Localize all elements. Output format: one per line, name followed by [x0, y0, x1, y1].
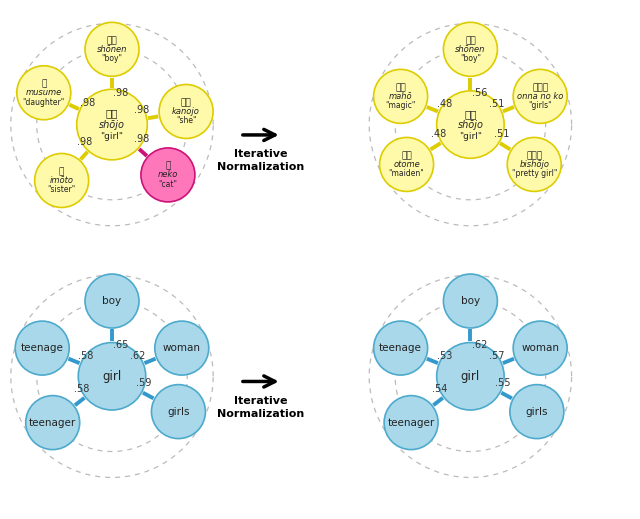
Text: woman: woman [521, 343, 559, 353]
Circle shape [436, 343, 504, 410]
Text: shōnen: shōnen [455, 45, 486, 54]
Text: Iterative
Normalization: Iterative Normalization [218, 395, 305, 419]
Circle shape [444, 274, 497, 328]
Circle shape [444, 22, 497, 76]
Circle shape [15, 321, 69, 375]
Text: .56: .56 [472, 88, 487, 98]
Text: mahō: mahō [389, 92, 412, 101]
Text: "pretty girl": "pretty girl" [511, 169, 557, 179]
Text: "daughter": "daughter" [22, 98, 65, 107]
Text: teenage: teenage [20, 343, 63, 353]
Circle shape [374, 321, 428, 375]
Circle shape [380, 138, 433, 192]
Text: .54: .54 [432, 384, 447, 394]
Text: boy: boy [102, 296, 122, 306]
Text: girls: girls [525, 406, 548, 417]
Circle shape [85, 22, 139, 76]
Text: 少女: 少女 [464, 109, 477, 119]
Text: .55: .55 [495, 378, 510, 388]
Circle shape [513, 321, 567, 375]
Text: girls: girls [167, 406, 189, 417]
Text: shōnen: shōnen [97, 45, 127, 54]
Text: Iterative
Normalization: Iterative Normalization [218, 149, 305, 172]
Text: .59: .59 [136, 378, 152, 388]
Text: otome: otome [393, 160, 420, 169]
Circle shape [513, 70, 567, 124]
Text: woman: woman [163, 343, 201, 353]
Text: "maiden": "maiden" [388, 169, 424, 179]
Text: "magic": "magic" [385, 101, 416, 111]
Text: 魔法: 魔法 [396, 83, 406, 92]
Text: .48: .48 [437, 100, 452, 110]
Text: .65: .65 [113, 339, 129, 350]
Text: .62: .62 [131, 351, 146, 361]
Text: girl: girl [461, 370, 480, 383]
Text: .53: .53 [436, 351, 452, 361]
Circle shape [384, 395, 438, 449]
Circle shape [17, 66, 71, 120]
Text: 美少女: 美少女 [526, 152, 542, 160]
Text: 少年: 少年 [107, 36, 117, 45]
Circle shape [436, 91, 504, 158]
Text: 彼女: 彼女 [180, 99, 191, 107]
Circle shape [155, 321, 209, 375]
Text: "cat": "cat" [159, 180, 177, 189]
Text: .58: .58 [74, 384, 89, 394]
Text: girl: girl [102, 370, 122, 383]
Text: .98: .98 [134, 134, 149, 144]
Text: teenager: teenager [29, 418, 76, 428]
Text: 乙女: 乙女 [401, 152, 412, 160]
Text: bishōjo: bishōjo [519, 160, 549, 169]
Text: "boy": "boy" [102, 54, 122, 63]
Text: .98: .98 [134, 105, 149, 115]
Text: teenage: teenage [379, 343, 422, 353]
Text: "girl": "girl" [459, 132, 482, 141]
Text: .62: .62 [472, 339, 487, 350]
Text: imōto: imōto [50, 176, 74, 185]
Text: shōjo: shōjo [458, 119, 483, 130]
Circle shape [26, 395, 80, 449]
Text: 娘: 娘 [41, 79, 47, 89]
Circle shape [152, 385, 205, 439]
Circle shape [78, 343, 146, 410]
Text: 女の子: 女の子 [532, 83, 548, 92]
Text: kanojo: kanojo [172, 107, 200, 116]
Text: musume: musume [26, 88, 62, 97]
Circle shape [35, 154, 88, 208]
Text: boy: boy [461, 296, 480, 306]
Circle shape [141, 148, 195, 202]
Circle shape [159, 85, 213, 139]
Circle shape [77, 89, 147, 160]
Text: 妹: 妹 [59, 167, 65, 176]
Text: .98: .98 [79, 98, 95, 108]
Circle shape [374, 70, 428, 124]
Text: .58: .58 [78, 351, 93, 361]
Text: 少年: 少年 [465, 36, 476, 45]
Text: "girl": "girl" [100, 132, 124, 141]
Text: "girls": "girls" [529, 101, 552, 111]
Text: .57: .57 [488, 351, 504, 361]
Text: 少女: 少女 [106, 108, 118, 118]
Text: "sister": "sister" [47, 185, 76, 195]
Circle shape [510, 385, 564, 439]
Text: .51: .51 [494, 129, 509, 139]
Text: teenager: teenager [387, 418, 435, 428]
Text: .48: .48 [431, 129, 447, 139]
Text: shōjo: shōjo [99, 119, 125, 130]
Text: 猫: 猫 [165, 162, 171, 171]
Circle shape [508, 138, 561, 192]
Text: "she": "she" [176, 116, 196, 126]
Text: "boy": "boy" [460, 54, 481, 63]
Text: .98: .98 [77, 137, 92, 147]
Text: neko: neko [157, 170, 178, 180]
Text: onna no ko: onna no ko [517, 92, 563, 101]
Circle shape [85, 274, 139, 328]
Text: .51: .51 [489, 100, 504, 110]
Text: .98: .98 [113, 88, 129, 98]
